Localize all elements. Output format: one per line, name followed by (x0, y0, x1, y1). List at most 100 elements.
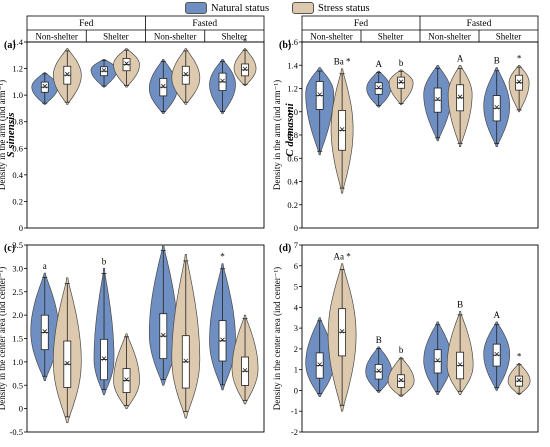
significance-label: * (517, 351, 522, 361)
panel-b: 0 0.2 0.4 0.6 0.8 1.0 1.2 1.4 1.6 Density in the … (272, 37, 539, 233)
y-tick-label: 1.0 (12, 90, 23, 100)
header-sub-shelter: Shelter (378, 32, 404, 42)
mean-marker (339, 328, 345, 334)
mean-marker (101, 67, 107, 73)
mean-marker (398, 79, 404, 84)
y-tick-label: 0.5 (12, 380, 23, 390)
significance-label: A (375, 59, 382, 69)
header-fed: Fed (79, 19, 94, 29)
y-tick-label: 0.2 (287, 200, 298, 210)
y-tick-label: 0 (19, 404, 23, 414)
plot-frame (26, 41, 265, 229)
y-tick-label: 1.2 (287, 84, 298, 94)
y-tick-label: -0.5 (10, 427, 23, 437)
y-tick-label: 0 (19, 223, 23, 233)
y-tick-label: 3.5 (12, 240, 23, 250)
header-sub-shelter: Shelter (496, 32, 522, 42)
y-tick-label: -1 (291, 406, 298, 416)
legend-stress: Stress status (292, 2, 370, 14)
significance-label: A (457, 53, 464, 63)
mean-marker (516, 79, 522, 84)
y-tick-label: 2.5 (12, 287, 23, 297)
y-tick-label: 0 (294, 223, 298, 233)
y-tick-label: 1 (294, 365, 298, 375)
significance-label: B (494, 56, 500, 66)
mean-marker (42, 329, 48, 334)
panel-letter: (c) (4, 243, 15, 254)
mean-marker (376, 85, 381, 90)
y-tick-label: 0.8 (12, 117, 23, 127)
mean-marker (317, 92, 322, 97)
y-tick-label: 6 (294, 261, 298, 271)
y-tick-label: 0.6 (12, 143, 23, 153)
significance-label: * (243, 37, 248, 47)
mean-marker (494, 351, 499, 357)
mean-marker (242, 66, 248, 72)
header-sub-shelter: Shelter (222, 32, 248, 42)
panel-a: 0 0.2 0.4 0.6 0.8 1.0 1.2 1.4 Density in the arm… (0, 37, 265, 233)
mean-marker (160, 332, 166, 338)
significance-label: Aa * (333, 252, 351, 262)
header-fasted: Fasted (467, 19, 492, 29)
y-tick-label: 7 (294, 240, 298, 250)
mean-marker (339, 127, 345, 132)
mean-marker (124, 61, 129, 66)
y-tick-label: 1.0 (287, 107, 298, 117)
header-sub-shelter: Shelter (103, 32, 129, 42)
plot-frame (301, 244, 539, 433)
y-tick-label: 1.4 (287, 60, 298, 70)
header-sub-non-shelter: Non-shelter (154, 32, 197, 42)
mean-marker (376, 368, 381, 374)
y-tick-label: 2 (294, 344, 298, 354)
mean-marker (242, 367, 248, 373)
legend-label-natural: Natural status (211, 2, 270, 14)
legend-swatch-natural (185, 2, 207, 14)
y-tick-label: 0 (294, 385, 298, 395)
y-tick-label: 0.4 (12, 170, 23, 180)
y-tick-label: 0.2 (12, 196, 23, 206)
legend-natural: Natural status (185, 2, 269, 14)
y-tick-label: 2.0 (12, 310, 23, 320)
header-fed: Fed (354, 19, 369, 29)
y-tick-label: 0.4 (287, 177, 298, 187)
header-fasted: Fasted (192, 19, 217, 29)
mean-marker (317, 362, 322, 367)
y-axis-label: Density in the arm (ind arm⁻¹) (272, 80, 282, 190)
species-label-s-sinensis: S sinensis (5, 113, 17, 158)
y-tick-label: -2 (291, 427, 298, 437)
mean-marker (398, 377, 404, 383)
mean-marker (494, 104, 499, 110)
significance-label: a (43, 261, 47, 271)
species-label-c-demasoni: C demasoni (284, 102, 296, 156)
mean-marker (220, 78, 225, 84)
header-1: Fed Fasted Non-shelter Shelter Non-shelter Sh… (301, 15, 539, 43)
mean-marker (457, 94, 463, 100)
significance-label: Ba * (334, 57, 351, 67)
mean-marker (516, 377, 522, 383)
significance-label: * (517, 53, 522, 63)
y-tick-label: 3 (294, 323, 298, 333)
y-axis-label: Density in the center area (ind center⁻¹… (0, 267, 7, 410)
mean-marker (220, 337, 225, 343)
significance-label: B (376, 335, 382, 345)
y-tick-label: 1.2 (12, 64, 23, 74)
header-sub-non-shelter: Non-shelter (310, 32, 353, 42)
header-sub-non-shelter: Non-shelter (428, 32, 471, 42)
panel-c: -0.5 0 0.5 1.0 1.5 2.0 2.5 3.0 3.5 Density in the… (0, 240, 265, 437)
significance-label: B (457, 299, 463, 309)
y-tick-label: 1.4 (12, 37, 23, 47)
panel-d: -2 -1 0 1 2 3 4 5 6 7 Density in the center area (… (272, 240, 539, 437)
y-axis-label: Density in the arm (ind arm⁻¹) (0, 80, 7, 190)
mean-marker (183, 71, 189, 77)
mean-marker (42, 83, 48, 89)
panel-letter: (a) (4, 40, 16, 51)
header-0: Fed Fasted Non-shelter Shelter Non-shelter Sh… (26, 15, 265, 43)
significance-label: b (399, 345, 404, 355)
y-tick-label: 0.8 (287, 130, 298, 140)
panel-letter: (b) (279, 40, 291, 51)
y-tick-label: 5 (294, 282, 298, 292)
y-tick-label: 3.0 (12, 263, 23, 273)
mean-marker (457, 362, 463, 367)
mean-marker (101, 356, 107, 361)
